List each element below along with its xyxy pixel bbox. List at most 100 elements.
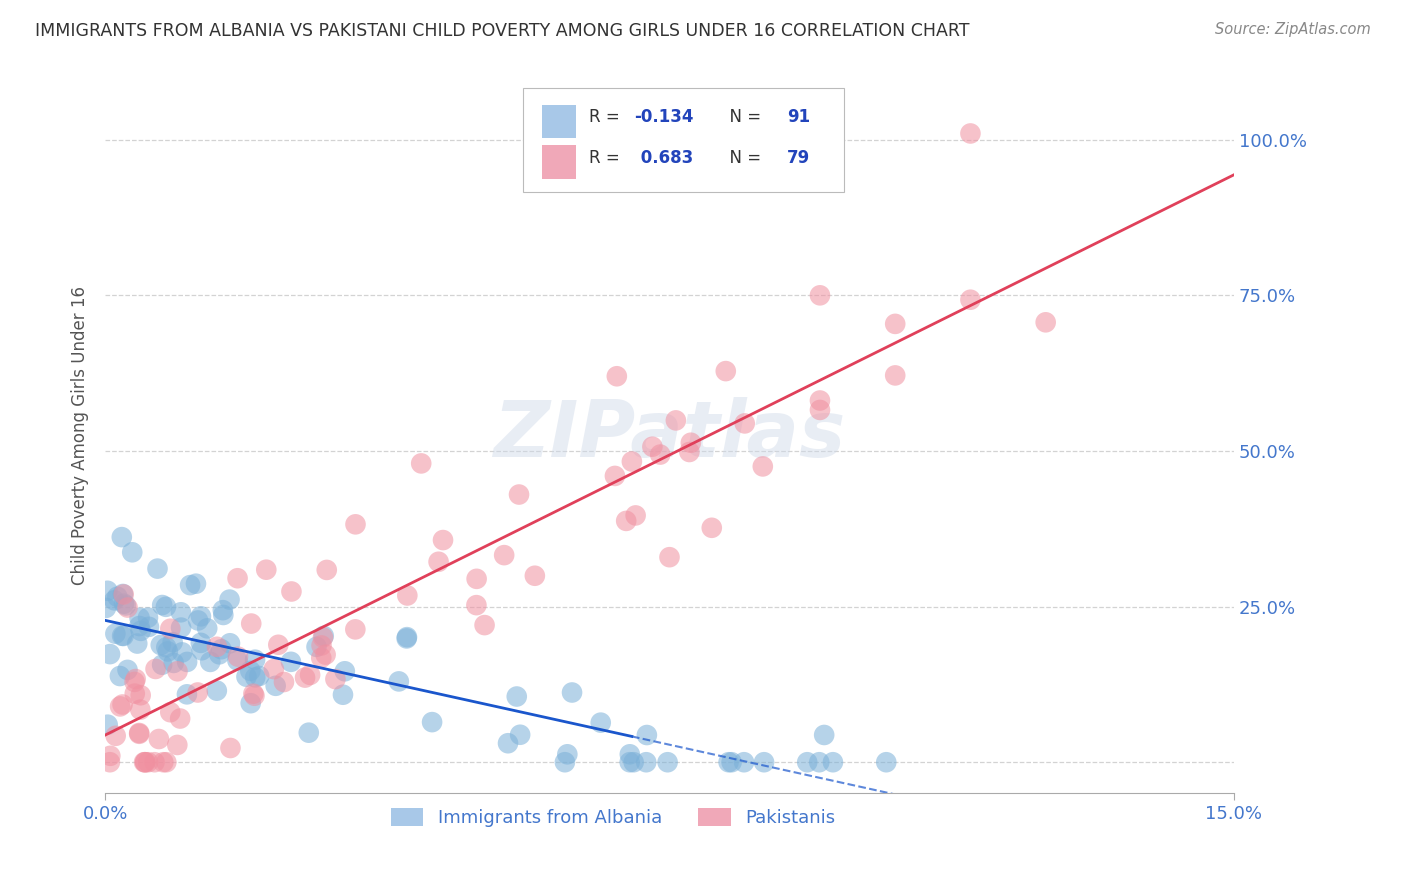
Point — [808, 403, 831, 417]
Point — [98, 748, 121, 763]
Text: 91: 91 — [787, 108, 810, 127]
Point — [190, 636, 212, 650]
Point — [264, 679, 287, 693]
Point — [614, 514, 637, 528]
Point — [267, 638, 290, 652]
Point — [205, 683, 228, 698]
Point — [235, 670, 257, 684]
Point — [717, 756, 740, 770]
Point — [208, 648, 231, 662]
Point — [111, 530, 134, 544]
Point — [821, 756, 844, 770]
Point — [190, 609, 212, 624]
Point — [166, 738, 188, 752]
Point — [333, 665, 356, 679]
Point — [176, 687, 198, 701]
Point — [508, 487, 530, 501]
Point — [94, 600, 117, 615]
Point — [179, 578, 201, 592]
Point — [332, 688, 354, 702]
Point — [396, 589, 419, 603]
Point — [128, 611, 150, 625]
Point — [720, 756, 742, 770]
Point — [200, 655, 222, 669]
Point — [169, 712, 191, 726]
Point — [813, 728, 835, 742]
Point — [155, 599, 177, 614]
Point — [226, 653, 249, 667]
Point — [714, 364, 737, 378]
Point — [129, 703, 152, 717]
Point — [117, 663, 139, 677]
Point — [243, 653, 266, 667]
Point — [218, 592, 240, 607]
Point — [105, 590, 128, 604]
Point — [557, 747, 579, 762]
Point — [636, 756, 658, 770]
Text: 79: 79 — [787, 149, 810, 167]
Point — [875, 756, 897, 770]
Point — [212, 607, 235, 622]
Point — [959, 127, 981, 141]
Point — [150, 657, 173, 672]
Point — [884, 317, 907, 331]
Point — [226, 649, 249, 664]
Point — [170, 621, 193, 635]
Point — [108, 669, 131, 683]
Point — [650, 448, 672, 462]
Point — [152, 756, 174, 770]
Point — [263, 662, 285, 676]
Point — [129, 688, 152, 702]
Point — [211, 603, 233, 617]
Point — [143, 756, 166, 770]
Point — [752, 459, 775, 474]
Point — [344, 623, 367, 637]
Point — [138, 620, 160, 634]
Point — [312, 629, 335, 643]
Point — [465, 598, 488, 612]
FancyBboxPatch shape — [523, 88, 845, 192]
Point — [494, 548, 516, 562]
Point — [163, 656, 186, 670]
Point — [111, 587, 134, 601]
Point — [808, 756, 831, 770]
Text: R =: R = — [589, 108, 626, 127]
Point — [98, 647, 121, 661]
Point — [155, 756, 177, 770]
Point — [108, 699, 131, 714]
Point — [427, 555, 450, 569]
Point — [148, 731, 170, 746]
Point — [325, 672, 347, 686]
Point — [254, 563, 277, 577]
Point — [104, 626, 127, 640]
Legend: Immigrants from Albania, Pakistanis: Immigrants from Albania, Pakistanis — [384, 801, 842, 834]
Point — [315, 648, 337, 662]
Point — [733, 756, 755, 770]
Point — [603, 469, 626, 483]
Text: N =: N = — [718, 108, 766, 127]
Point — [128, 619, 150, 633]
Point — [619, 756, 641, 770]
Point — [121, 545, 143, 559]
Text: IMMIGRANTS FROM ALBANIA VS PAKISTANI CHILD POVERTY AMONG GIRLS UNDER 16 CORRELAT: IMMIGRANTS FROM ALBANIA VS PAKISTANI CHI… — [35, 22, 970, 40]
Point — [176, 655, 198, 669]
Point — [124, 672, 146, 686]
Point — [554, 756, 576, 770]
Point — [136, 756, 159, 770]
Point — [112, 629, 135, 643]
Point — [506, 690, 529, 704]
Point — [619, 747, 641, 762]
Point — [959, 293, 981, 307]
Point — [624, 508, 647, 523]
Point — [752, 756, 775, 770]
Point — [117, 600, 139, 615]
Point — [111, 698, 134, 712]
Point — [159, 705, 181, 719]
Point — [159, 622, 181, 636]
Point — [209, 642, 232, 657]
Point — [146, 561, 169, 575]
Point — [420, 715, 443, 730]
Point — [734, 417, 756, 431]
Point — [273, 675, 295, 690]
Point — [678, 445, 700, 459]
